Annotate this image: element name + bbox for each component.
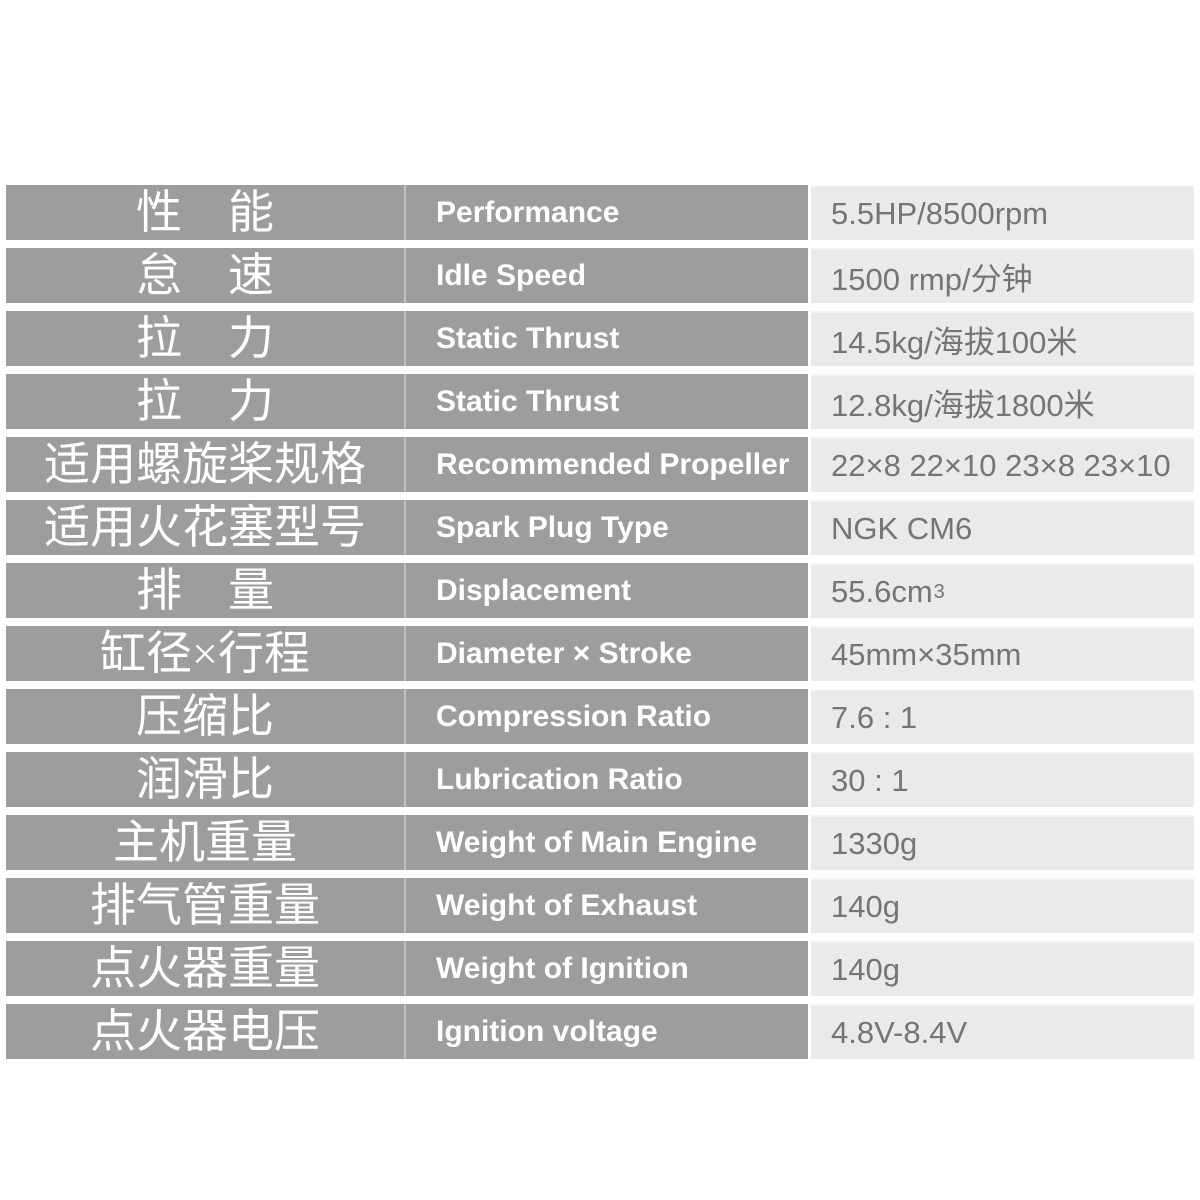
spec-label-chinese: 适用螺旋桨规格 <box>6 437 406 492</box>
spec-label-chinese: 拉 力 <box>6 311 406 366</box>
spec-label-english: Spark Plug Type <box>406 500 808 555</box>
spec-label-english: Weight of Main Engine <box>406 815 808 870</box>
spec-row: 排气管重量 Weight of Exhaust 140g <box>6 878 1194 933</box>
spec-label-english: Ignition voltage <box>406 1004 808 1059</box>
spec-value-text: 45mm×35mm <box>831 636 1022 672</box>
spec-row: 拉 力 Static Thrust 14.5kg/海拔100米 <box>6 311 1194 366</box>
spec-value: 7.6 : 1 <box>811 689 1194 744</box>
spec-value-text: 22×8 22×10 23×8 23×10 <box>831 447 1171 483</box>
spec-value: 140g <box>811 941 1194 996</box>
spec-row: 润滑比 Lubrication Ratio 30 : 1 <box>6 752 1194 807</box>
spec-row: 点火器重量 Weight of Ignition 140g <box>6 941 1194 996</box>
spec-row: 压缩比 Compression Ratio 7.6 : 1 <box>6 689 1194 744</box>
spec-label-english: Diameter × Stroke <box>406 626 808 681</box>
spec-label-english: Displacement <box>406 563 808 618</box>
spec-value: 55.6cm 3 <box>811 563 1194 618</box>
spec-label-chinese: 点火器重量 <box>6 941 406 996</box>
spec-row: 适用火花塞型号 Spark Plug Type NGK CM6 <box>6 500 1194 555</box>
spec-label-english: Weight of Ignition <box>406 941 808 996</box>
spec-label-chinese: 适用火花塞型号 <box>6 500 406 555</box>
spec-value-text: 1330g <box>831 825 918 861</box>
spec-label-chinese: 缸径×行程 <box>6 626 406 681</box>
spec-value: NGK CM6 <box>811 500 1194 555</box>
spec-value-text: 7.6 : 1 <box>831 699 918 735</box>
spec-label-chinese: 排 量 <box>6 563 406 618</box>
spec-value-text: 1500 rmp/分钟 <box>831 262 1033 297</box>
spec-label-chinese: 怠 速 <box>6 248 406 303</box>
spec-label-english: Compression Ratio <box>406 689 808 744</box>
spec-value: 5.5HP/8500rpm <box>811 185 1194 240</box>
spec-label-english: Weight of Exhaust <box>406 878 808 933</box>
spec-value-text: 140g <box>831 888 900 924</box>
spec-label-english: Lubrication Ratio <box>406 752 808 807</box>
spec-label-english: Idle Speed <box>406 248 808 303</box>
spec-value: 22×8 22×10 23×8 23×10 <box>811 437 1194 492</box>
spec-row: 主机重量 Weight of Main Engine 1330g <box>6 815 1194 870</box>
spec-row: 怠 速 Idle Speed 1500 rmp/分钟 <box>6 248 1194 303</box>
spec-label-chinese: 主机重量 <box>6 815 406 870</box>
spec-table: 性 能 Performance 5.5HP/8500rpm 怠 速 Idle S… <box>6 185 1194 1067</box>
spec-value: 45mm×35mm <box>811 626 1194 681</box>
spec-value: 4.8V-8.4V <box>811 1004 1194 1059</box>
spec-row: 性 能 Performance 5.5HP/8500rpm <box>6 185 1194 240</box>
spec-label-english: Performance <box>406 185 808 240</box>
spec-label-english: Static Thrust <box>406 311 808 366</box>
spec-label-english: Recommended Propeller <box>406 437 808 492</box>
spec-label-chinese: 润滑比 <box>6 752 406 807</box>
spec-value: 1500 rmp/分钟 <box>811 248 1194 303</box>
spec-value-text: NGK CM6 <box>831 510 973 546</box>
spec-value: 140g <box>811 878 1194 933</box>
spec-value-text: 12.8kg/海拔1800米 <box>831 388 1095 423</box>
spec-value: 30 : 1 <box>811 752 1194 807</box>
spec-value-text: 55.6cm <box>831 573 933 609</box>
spec-value-text: 14.5kg/海拔100米 <box>831 325 1078 360</box>
spec-value: 1330g <box>811 815 1194 870</box>
spec-row: 排 量 Displacement 55.6cm 3 <box>6 563 1194 618</box>
spec-value: 14.5kg/海拔100米 <box>811 311 1194 366</box>
spec-value: 12.8kg/海拔1800米 <box>811 374 1194 429</box>
spec-row: 适用螺旋桨规格 Recommended Propeller 22×8 22×10… <box>6 437 1194 492</box>
spec-value-text: 30 : 1 <box>831 762 909 798</box>
spec-label-chinese: 排气管重量 <box>6 878 406 933</box>
spec-label-chinese: 性 能 <box>6 185 406 240</box>
spec-value-text: 4.8V-8.4V <box>831 1014 968 1050</box>
spec-label-chinese: 压缩比 <box>6 689 406 744</box>
spec-value-text: 5.5HP/8500rpm <box>831 195 1049 231</box>
spec-value-text: 140g <box>831 951 900 987</box>
spec-label-chinese: 拉 力 <box>6 374 406 429</box>
spec-row: 缸径×行程 Diameter × Stroke 45mm×35mm <box>6 626 1194 681</box>
spec-label-english: Static Thrust <box>406 374 808 429</box>
spec-row: 拉 力 Static Thrust 12.8kg/海拔1800米 <box>6 374 1194 429</box>
spec-row: 点火器电压 Ignition voltage 4.8V-8.4V <box>6 1004 1194 1059</box>
spec-label-chinese: 点火器电压 <box>6 1004 406 1059</box>
